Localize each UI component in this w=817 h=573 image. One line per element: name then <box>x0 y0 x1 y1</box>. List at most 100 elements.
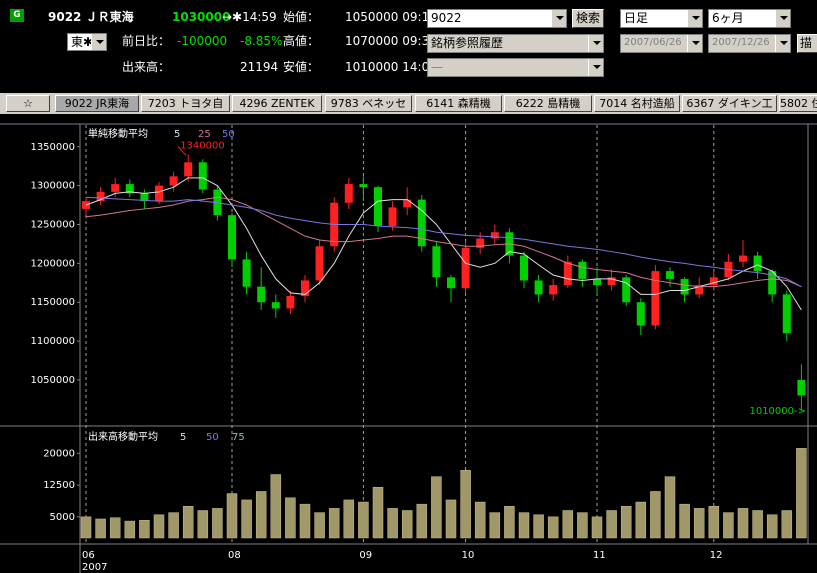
x-tick-label: 08 <box>228 550 241 561</box>
candle-body <box>578 261 587 279</box>
change-label: 前日比： <box>122 34 171 48</box>
y-tick-label: 1300000 <box>30 181 75 192</box>
low-annotation: 1010000-> <box>749 406 806 417</box>
price-time: →✱14:59 <box>222 10 277 24</box>
y-tick-label: 12500 <box>43 480 75 491</box>
volume-bar <box>226 493 238 539</box>
volume-bar <box>372 486 384 539</box>
tab-bar: ☆ 9022 JR東海 7203 トヨタ自 4296 ZENTEK 9783 ベネッセ 6… <box>0 93 817 114</box>
market-select[interactable]: 東✱ <box>67 33 107 51</box>
candle-body <box>695 285 704 295</box>
high-annotation: 1340000 <box>180 141 225 152</box>
candle-body <box>388 207 397 227</box>
volume-bar <box>635 501 647 539</box>
volume-bar <box>562 510 574 539</box>
volume-bar <box>460 470 471 539</box>
volume-bar <box>679 503 690 539</box>
date-to: 2007/12/26 <box>708 34 791 53</box>
volume-bar <box>577 512 588 539</box>
period-length-select[interactable]: 6ヶ月 <box>708 9 791 28</box>
candle-body <box>666 271 674 279</box>
candle-body <box>301 280 309 296</box>
chart: 単純移動平均 出来高移動平均 2007 06 08 09 10 11 12 1050000 1… <box>0 123 817 573</box>
volume-bar <box>781 510 793 539</box>
period-unit: 日足 <box>624 11 649 25</box>
history-select[interactable]: 銘柄参照履歴 <box>427 34 604 53</box>
y-tick-label: 1350000 <box>30 142 75 153</box>
stock-tab[interactable]: 9783 ベネッセ <box>325 95 412 112</box>
candle-body <box>739 255 747 262</box>
low-value: 1010000 14:00 <box>345 60 437 74</box>
volume-bar <box>796 448 807 539</box>
candle-body <box>782 294 791 334</box>
volume-bar <box>533 514 544 539</box>
y-tick-label: 1250000 <box>30 219 75 230</box>
market-value: 東✱ <box>71 35 94 49</box>
candle-body <box>622 277 631 303</box>
period-unit-select[interactable]: 日足 <box>620 9 703 28</box>
x-tick-label: 10 <box>462 550 475 561</box>
x-tick-label: 11 <box>593 550 606 561</box>
candle-body <box>476 238 485 248</box>
candle-body <box>534 280 543 295</box>
candle-body <box>607 277 616 286</box>
volume-bar <box>766 514 778 539</box>
candle-body <box>344 184 353 203</box>
change-value: -100000 <box>177 34 228 48</box>
volume-bar <box>328 508 340 539</box>
legend-entry: 50 <box>206 432 219 443</box>
volume-bar <box>401 510 413 539</box>
stock-tab[interactable]: 6141 森精機 <box>415 95 502 112</box>
candle-body <box>447 277 455 289</box>
volume-bar <box>547 516 559 539</box>
volume-bar <box>606 510 617 539</box>
legend-entry: 75 <box>232 432 245 443</box>
volume-bar <box>504 506 515 539</box>
stock-tab[interactable]: 7203 トヨタ自 <box>141 95 230 112</box>
volume-value: 21194 <box>240 60 279 74</box>
date-to-value: 2007/12/26 <box>712 37 770 48</box>
x-tick-label: 12 <box>710 550 723 561</box>
volume-bar <box>270 474 282 539</box>
stock-tab[interactable]: 6367 ダイキン工 <box>682 95 777 112</box>
moving-average-line <box>85 177 802 311</box>
date-from: 2007/06/26 <box>620 34 703 53</box>
candle-body <box>96 191 105 202</box>
high-value: 1070000 09:34 <box>345 34 437 48</box>
search-button[interactable]: 検索 <box>572 9 604 28</box>
candle-body <box>461 247 470 289</box>
candle-body <box>315 246 324 281</box>
volume-bar <box>723 512 734 539</box>
volume-bar <box>168 512 179 539</box>
volume-bar <box>387 508 398 539</box>
candle-body <box>651 271 660 326</box>
candle-body <box>169 176 178 186</box>
stock-tab[interactable]: 7014 名村造船 <box>594 95 680 112</box>
candle-body <box>768 271 777 295</box>
y-tick-label: 5000 <box>50 512 75 523</box>
volume-bar <box>693 508 705 539</box>
volume-bar <box>416 503 428 539</box>
stock-tab[interactable]: 4296 ZENTEK <box>232 95 322 112</box>
volume-bar <box>518 512 530 539</box>
candle-body <box>257 286 266 303</box>
candle-body <box>155 185 163 202</box>
code-input[interactable]: 9022 <box>427 9 567 28</box>
low-label: 安値： <box>283 60 320 74</box>
candle-body <box>374 187 382 227</box>
volume-bar <box>197 510 209 539</box>
candle-body <box>709 277 718 286</box>
candle-body <box>797 379 806 396</box>
period-length: 6ヶ月 <box>712 11 744 25</box>
volume-label: 出来高： <box>122 60 171 74</box>
candle-body <box>228 215 236 260</box>
stock-tab[interactable]: 5802 住 <box>779 95 817 112</box>
stock-tab[interactable]: 9022 JR東海 <box>55 95 139 112</box>
candle-body <box>636 302 645 326</box>
volume-bar <box>153 514 165 539</box>
stock-tab[interactable]: 6222 島精機 <box>504 95 592 112</box>
legend-entry: 5 <box>174 129 180 140</box>
stock-tab[interactable]: ☆ <box>6 95 50 112</box>
draw-button[interactable]: 描画 <box>797 34 817 66</box>
price-panel-title: 単純移動平均 <box>88 127 148 140</box>
